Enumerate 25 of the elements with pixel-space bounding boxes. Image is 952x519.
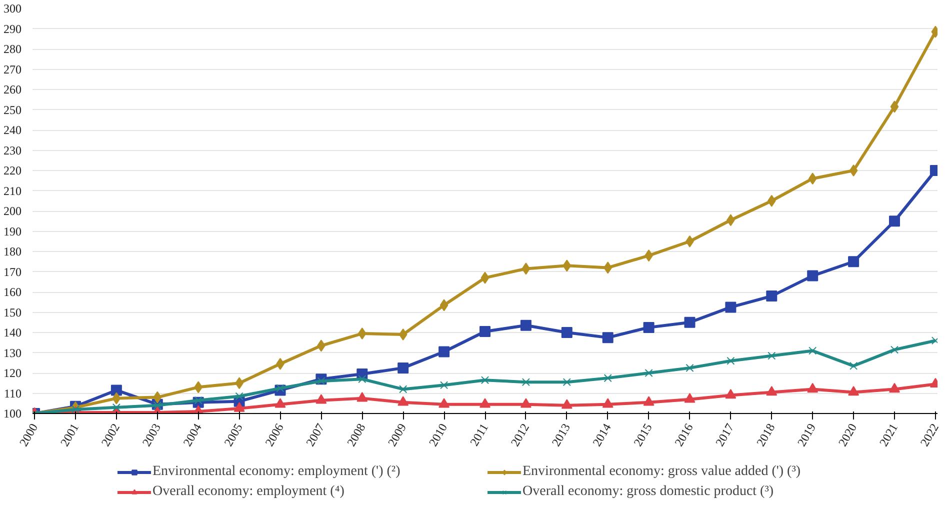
y-tick-label: 250 <box>4 102 22 117</box>
y-tick-label: 140 <box>4 326 22 340</box>
y-tick-label: 120 <box>4 366 22 380</box>
y-tick-label: 160 <box>4 285 22 299</box>
y-tick-label: 210 <box>4 184 22 198</box>
y-tick-label: 280 <box>4 42 22 56</box>
y-tick-label: 100 <box>4 406 22 420</box>
y-tick-label: 290 <box>4 22 22 36</box>
y-tick-label: 170 <box>4 264 22 279</box>
y-tick-label: 230 <box>4 143 22 158</box>
legend-label: Environmental economy: gross value added (') (³) <box>522 464 802 480</box>
y-tick-label: 270 <box>4 62 22 76</box>
y-tick-label: 200 <box>4 204 22 218</box>
y-tick-label: 110 <box>4 386 22 400</box>
legend-label: Environmental economy: employment (') (²) <box>152 464 402 480</box>
legend-label: Overall economy: gross domestic product (³) <box>522 484 775 500</box>
y-tick-label: 180 <box>4 244 22 258</box>
y-tick-label: 130 <box>4 346 22 360</box>
y-tick-label: 260 <box>4 82 22 96</box>
y-tick-label: 150 <box>4 305 22 320</box>
y-tick-label: 190 <box>4 224 22 238</box>
legend-label: Overall economy: employment (⁴) <box>152 484 346 500</box>
y-tick-label: 220 <box>4 164 22 178</box>
y-tick-label: 300 <box>4 2 22 16</box>
y-tick-label: 240 <box>4 123 22 137</box>
